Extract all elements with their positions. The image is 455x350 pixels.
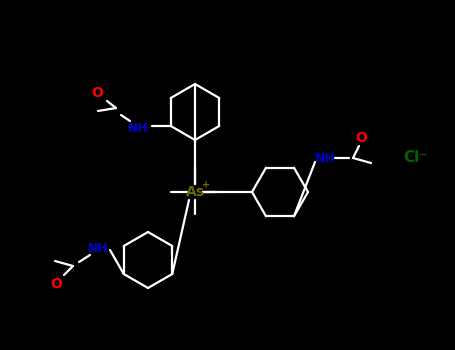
Text: O: O — [355, 131, 367, 145]
Text: +: + — [202, 180, 210, 190]
Text: O: O — [50, 277, 62, 291]
Text: Cl⁻: Cl⁻ — [403, 150, 427, 166]
Text: NH: NH — [127, 121, 148, 134]
Text: NH: NH — [88, 241, 108, 254]
Text: O: O — [91, 86, 103, 100]
Text: As: As — [186, 185, 204, 199]
Text: NH: NH — [314, 152, 335, 164]
